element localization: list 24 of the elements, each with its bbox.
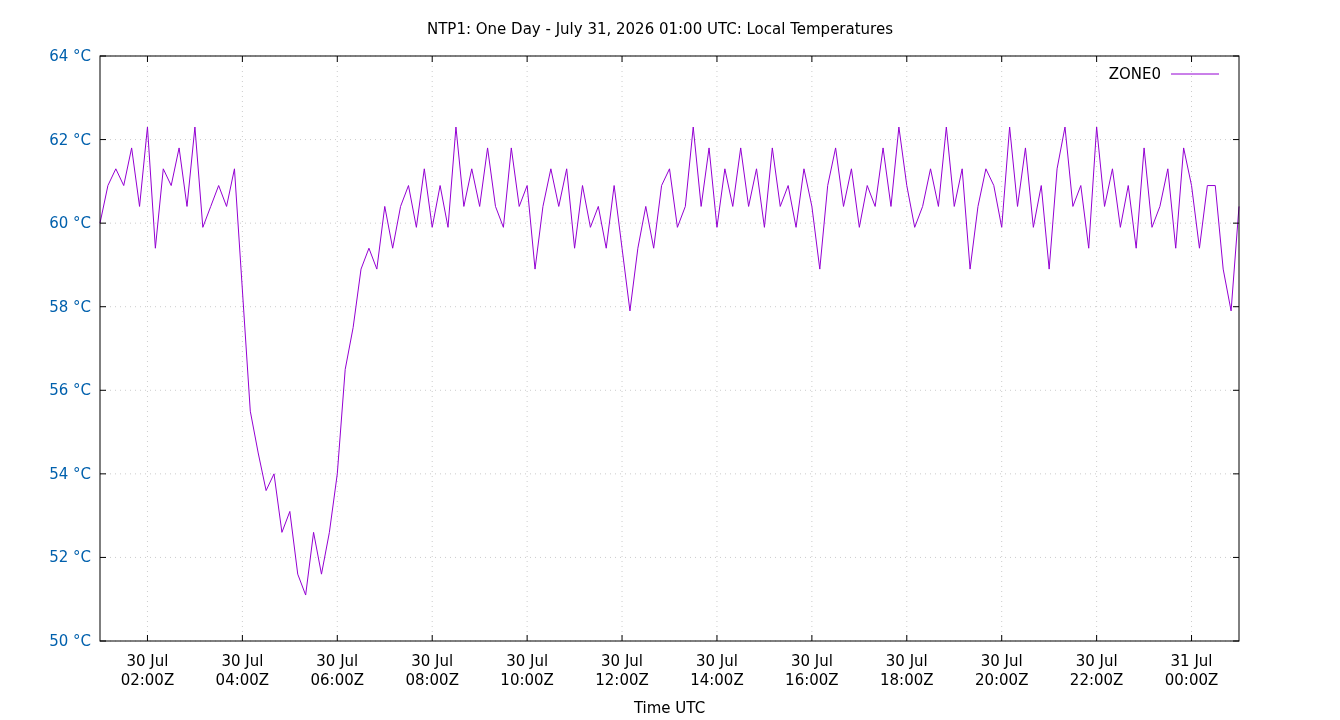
line-series — [99, 126, 1240, 596]
y-tick-label: 62 °C — [49, 130, 91, 149]
x-tick-label: 30 Jul 06:00Z — [310, 652, 365, 689]
y-tick-label: 58 °C — [49, 297, 91, 316]
legend-label: ZONE0 — [1108, 65, 1161, 83]
x-tick-label: 30 Jul 20:00Z — [974, 652, 1029, 689]
x-tick-label: 30 Jul 10:00Z — [500, 652, 554, 689]
x-tick-label: 31 Jul 00:00Z — [1164, 652, 1219, 689]
chart-title: NTP1: One Day - July 31, 2026 01:00 UTC: Local Temperatures — [426, 20, 894, 38]
y-tick-label: 64 °C — [49, 47, 91, 65]
y-tick-label: 50 °C — [49, 632, 91, 650]
x-tick-label: 30 Jul 04:00Z — [215, 652, 270, 689]
y-tick-label: 54 °C — [49, 464, 91, 483]
x-axis-title: Time UTC — [632, 699, 706, 717]
x-tick-label: 30 Jul 16:00Z — [785, 652, 839, 689]
x-tick-label: 30 Jul 18:00Z — [880, 652, 934, 689]
x-tick-label: 30 Jul 08:00Z — [405, 652, 459, 689]
y-tick-label: 60 °C — [49, 214, 91, 233]
y-tick-label: 52 °C — [49, 548, 91, 567]
x-tick-label: 30 Jul 12:00Z — [595, 652, 649, 689]
y-tick-label: 56 °C — [49, 381, 91, 400]
x-tick-label: 30 Jul 02:00Z — [120, 652, 175, 689]
x-tick-label: 30 Jul 22:00Z — [1069, 652, 1124, 689]
x-tick-label: 30 Jul 14:00Z — [690, 652, 744, 689]
